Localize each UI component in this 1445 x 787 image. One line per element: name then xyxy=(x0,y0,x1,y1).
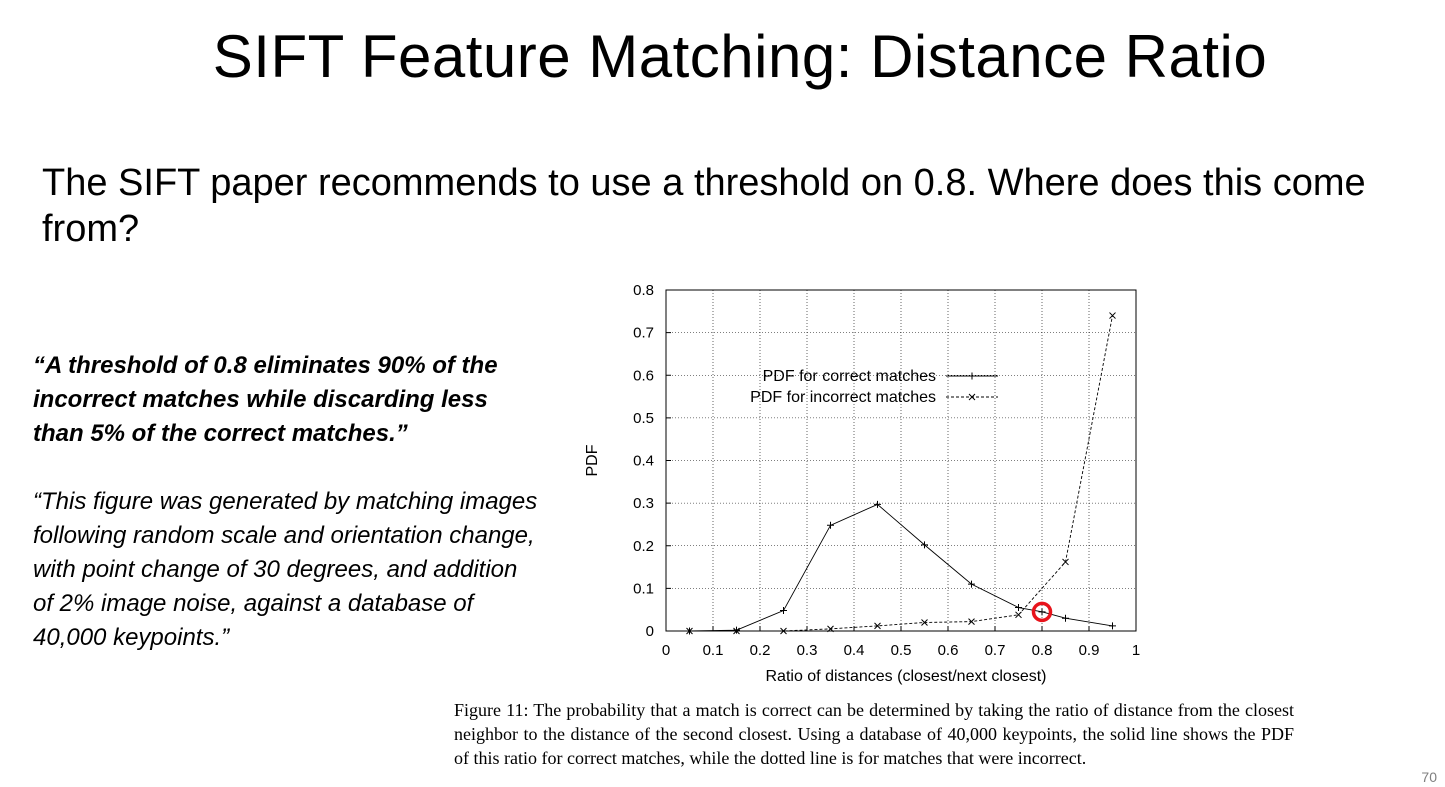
x-tick-label: 0.3 xyxy=(797,642,818,659)
x-tick-label: 0.1 xyxy=(703,642,724,659)
x-tick-label: 0.6 xyxy=(938,642,959,659)
y-tick-label: 0.4 xyxy=(633,453,654,470)
y-tick-label: 0.8 xyxy=(633,282,654,299)
series-line-incorrect xyxy=(689,315,1113,632)
y-tick-label: 0.3 xyxy=(633,495,654,512)
y-tick-label: 0.5 xyxy=(633,410,654,427)
y-tick-label: 0.6 xyxy=(633,367,654,384)
data-point-incorrect xyxy=(733,627,740,635)
figure-caption: Figure 11: The probability that a match … xyxy=(454,700,1294,768)
legend-label-correct: PDF for correct matches xyxy=(763,368,936,385)
slide-number: 70 xyxy=(1421,769,1437,785)
data-point-correct xyxy=(874,500,881,508)
figure-description-quote: “This figure was generated by matching i… xyxy=(33,488,538,651)
slide-body-text: The SIFT paper recommends to use a thres… xyxy=(42,162,1366,250)
y-tick-label: 0.2 xyxy=(633,538,654,555)
pdf-chart-svg: 0 0.1 0.2 0.3 0.4 0.5 0.6 0.7 0.8 0.9 1 0 0.1 0.2 0.3 0… xyxy=(584,282,1140,685)
x-tick-label: 1 xyxy=(1132,642,1140,659)
data-point-incorrect xyxy=(827,625,834,633)
x-tick-label: 0 xyxy=(662,642,670,659)
data-point-incorrect xyxy=(1015,611,1022,619)
legend-label-incorrect: PDF for incorrect matches xyxy=(750,389,936,406)
y-axis-label: PDF xyxy=(584,444,601,476)
data-point-correct xyxy=(780,607,787,615)
data-point-incorrect xyxy=(921,619,928,626)
data-point-correct xyxy=(1062,614,1069,622)
y-tick-label: 0 xyxy=(646,623,654,640)
data-point-incorrect xyxy=(1062,558,1069,566)
data-point-incorrect xyxy=(1109,312,1116,319)
data-point-correct xyxy=(1015,604,1022,612)
data-point-incorrect xyxy=(968,393,976,401)
y-tick-label: 0.1 xyxy=(633,580,654,597)
data-point-correct xyxy=(827,521,834,529)
x-tick-label: 0.7 xyxy=(985,642,1006,659)
data-point-incorrect xyxy=(686,627,693,635)
slide-title: SIFT Feature Matching: Distance Ratio xyxy=(212,23,1268,90)
data-point-incorrect xyxy=(968,618,975,625)
x-tick-label: 0.4 xyxy=(844,642,865,659)
x-tick-label: 0.5 xyxy=(891,642,912,659)
data-point-incorrect xyxy=(874,622,881,630)
data-point-correct xyxy=(1109,622,1116,630)
data-point-correct xyxy=(733,626,740,634)
pdf-chart: 0 0.1 0.2 0.3 0.4 0.5 0.6 0.7 0.8 0.9 1 0 0.1 0.2 0.3 0… xyxy=(570,280,1170,690)
data-point-correct xyxy=(1038,608,1046,616)
data-point-correct xyxy=(968,580,975,588)
data-point-incorrect xyxy=(780,627,787,635)
y-tick-label: 0.7 xyxy=(633,325,654,342)
bold-quote: “A threshold of 0.8 eliminates 90% of th… xyxy=(33,352,498,447)
x-tick-label: 0.8 xyxy=(1032,642,1053,659)
x-axis-label: Ratio of distances (closest/next closest… xyxy=(765,668,1046,685)
threshold-highlight-circle xyxy=(1031,601,1053,623)
x-tick-label: 0.9 xyxy=(1079,642,1100,659)
data-point-correct xyxy=(968,372,976,380)
data-point-correct xyxy=(921,541,928,549)
x-tick-label: 0.2 xyxy=(750,642,771,659)
